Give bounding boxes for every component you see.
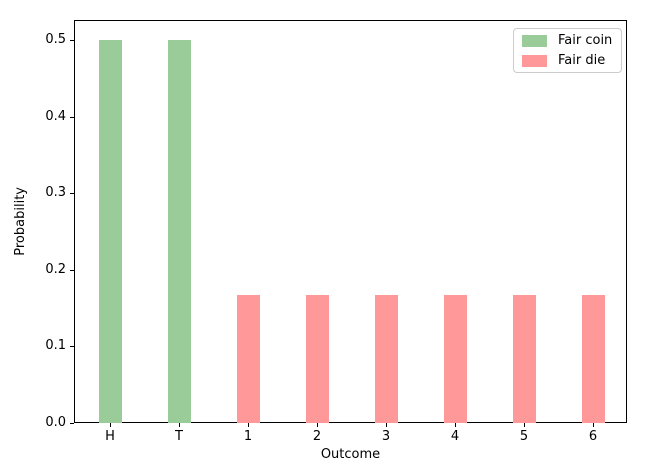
y-tick-mark <box>70 117 74 118</box>
y-tick-mark <box>70 40 74 41</box>
bar-fair-die-1 <box>236 295 260 423</box>
bar-fair-coin-T <box>167 40 191 423</box>
x-tick-label: 2 <box>312 429 322 444</box>
y-tick-label: 0.4 <box>45 109 66 124</box>
legend-swatch-fair-coin <box>522 34 547 47</box>
x-tick-label: 4 <box>450 429 460 444</box>
legend-swatch-fair-die <box>522 54 547 67</box>
x-tick-label: 3 <box>381 429 391 444</box>
plot-area <box>74 20 627 423</box>
y-tick-mark <box>70 270 74 271</box>
x-tick-mark <box>248 423 249 427</box>
x-tick-mark <box>179 423 180 427</box>
x-tick-label: T <box>175 429 183 444</box>
legend: Fair coin Fair die <box>513 28 622 73</box>
y-tick-label: 0.5 <box>45 32 66 47</box>
y-tick-mark <box>70 346 74 347</box>
legend-item-fair-die: Fair die <box>522 54 613 67</box>
x-tick-mark <box>317 423 318 427</box>
bar-fair-coin-H <box>98 40 122 423</box>
y-tick-label: 0.3 <box>45 185 66 200</box>
x-tick-mark <box>593 423 594 427</box>
x-axis-label: Outcome <box>320 447 381 462</box>
y-tick-label: 0.0 <box>45 415 66 430</box>
y-axis-label: Probability <box>9 20 31 423</box>
legend-label-fair-coin: Fair coin <box>558 33 613 48</box>
x-tick-mark <box>110 423 111 427</box>
x-tick-label: 6 <box>588 429 598 444</box>
x-tick-label: 1 <box>243 429 253 444</box>
y-tick-label: 0.2 <box>45 262 66 277</box>
y-axis-label-text: Probability <box>12 187 28 256</box>
legend-label-fair-die: Fair die <box>558 53 606 68</box>
bar-fair-die-5 <box>512 295 536 423</box>
y-tick-label: 0.1 <box>45 338 66 353</box>
x-tick-label: H <box>105 429 115 444</box>
x-tick-label: 5 <box>519 429 529 444</box>
legend-item-fair-coin: Fair coin <box>522 34 613 47</box>
bar-fair-die-6 <box>581 295 605 423</box>
x-tick-mark <box>386 423 387 427</box>
x-tick-mark <box>524 423 525 427</box>
y-tick-mark <box>70 423 74 424</box>
y-tick-mark <box>70 193 74 194</box>
bar-fair-die-3 <box>374 295 398 423</box>
bar-fair-die-4 <box>443 295 467 423</box>
bar-fair-die-2 <box>305 295 329 423</box>
x-tick-mark <box>455 423 456 427</box>
